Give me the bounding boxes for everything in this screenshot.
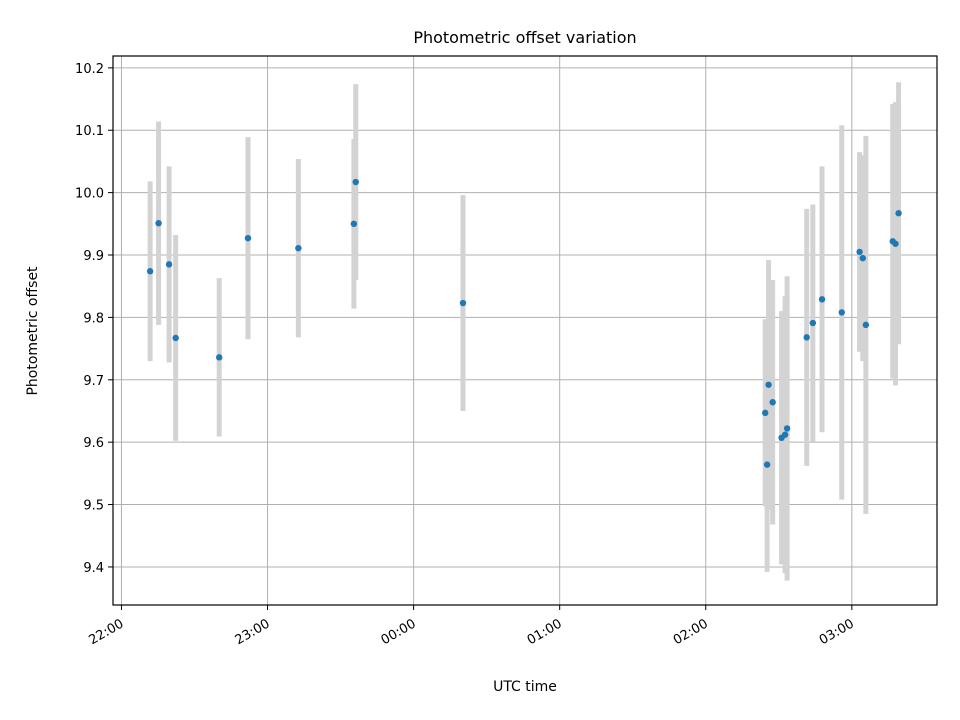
chart-title: Photometric offset variation — [413, 28, 636, 47]
plot-area-frame — [112, 55, 938, 606]
data-point — [155, 219, 162, 227]
data-point — [350, 220, 358, 228]
y-tick-label: 9.5 — [83, 499, 104, 514]
y-axis-label: Photometric offset — [25, 266, 41, 396]
y-tick-label: 9.9 — [83, 249, 104, 264]
data-point — [765, 381, 772, 388]
y-tick-label: 10.0 — [75, 187, 104, 202]
data-point — [818, 296, 826, 303]
data-point — [352, 178, 359, 186]
data-point — [859, 254, 866, 262]
data-point — [295, 244, 302, 252]
y-tick-label: 10.2 — [75, 62, 104, 77]
data-point — [803, 334, 810, 341]
data-point — [856, 248, 863, 256]
y-axis-ticks: 9.4 9.5 9.6 9.7 9.8 9.9 10.0 10.1 10.2 — [75, 62, 113, 576]
data-point — [769, 399, 776, 406]
y-tick-label: 9.7 — [83, 374, 104, 389]
y-tick-label: 10.1 — [75, 124, 104, 139]
data-point — [146, 268, 154, 275]
data-points — [146, 178, 902, 468]
data-point — [763, 461, 771, 468]
data-point — [459, 299, 467, 307]
y-tick-label: 9.8 — [83, 311, 104, 326]
y-tick-label: 9.4 — [83, 561, 104, 576]
data-point — [244, 234, 252, 242]
data-point — [838, 309, 845, 316]
data-point — [215, 354, 223, 361]
data-point — [895, 210, 902, 217]
data-point — [809, 319, 817, 327]
data-point — [172, 334, 179, 342]
x-axis-label: UTC time — [493, 679, 557, 695]
data-point — [862, 321, 870, 329]
data-point — [892, 240, 899, 247]
data-point — [781, 431, 789, 438]
data-point — [762, 409, 769, 417]
data-point — [783, 425, 791, 432]
data-point — [165, 261, 173, 268]
y-tick-label: 9.6 — [83, 436, 104, 451]
